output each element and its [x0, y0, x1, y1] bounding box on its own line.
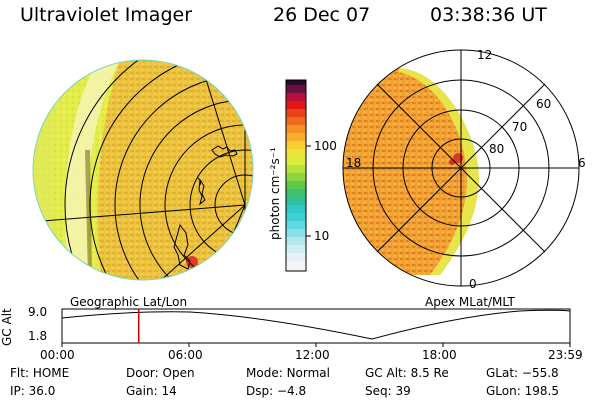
status-flt-value: HOME	[32, 366, 70, 380]
mlat-label-80: 80	[489, 142, 505, 156]
colorbar-unit-label: photon cm⁻²s⁻¹	[268, 147, 282, 240]
left-panel-caption: Geographic Lat/Lon	[70, 295, 188, 309]
status-glat-key: GLat:	[486, 366, 519, 380]
status-flt-key: Flt:	[10, 366, 29, 380]
status-flt: Flt: HOME	[10, 366, 69, 380]
status-glat-value: −55.8	[521, 366, 559, 380]
orbit-ytick-high: 9.0	[28, 305, 48, 319]
status-dsp-value: −4.8	[276, 384, 307, 398]
status-gain: Gain: 14	[126, 384, 177, 398]
mlt-label-12: 12	[477, 48, 493, 62]
time-label: 03:38:36 UT	[430, 4, 547, 26]
orbit-ylabel: GC Alt	[0, 308, 14, 346]
status-seq-value: 39	[395, 384, 411, 398]
status-glon-key: GLon:	[486, 384, 521, 398]
status-glon-value: 198.5	[524, 384, 559, 398]
status-mode: Mode: Normal	[246, 366, 330, 380]
status-gcalt-key: GC Alt:	[365, 366, 407, 380]
status-door-key: Door:	[126, 366, 159, 380]
mlt-label-18: 18	[346, 156, 362, 170]
app-title: Ultraviolet Imager	[20, 4, 193, 26]
right-panel-caption: Apex MLat/MLT	[425, 295, 515, 309]
colorbar-tick-10: 10	[314, 229, 330, 243]
orbit-plot	[61, 308, 571, 347]
status-ip-key: IP:	[10, 384, 25, 398]
polar-grid	[342, 49, 580, 287]
status-mode-key: Mode:	[246, 366, 283, 380]
status-glat: GLat: −55.8	[486, 366, 559, 380]
mlat-label-60: 60	[536, 97, 552, 111]
status-door-value: Open	[162, 366, 195, 380]
mlat-label-70: 70	[512, 120, 528, 134]
orbit-xtick-1200: 12:00	[295, 348, 330, 362]
status-gain-value: 14	[161, 384, 177, 398]
right-disk	[343, 68, 479, 275]
status-seq: Seq: 39	[365, 384, 411, 398]
orbit-xtick-2359: 23:59	[548, 348, 583, 362]
status-door: Door: Open	[126, 366, 195, 380]
date-label: 26 Dec 07	[273, 4, 371, 26]
status-seq-key: Seq:	[365, 384, 392, 398]
colorbar-tick-100: 100	[314, 139, 337, 153]
orbit-xtick-1800: 18:00	[422, 348, 457, 362]
status-glon: GLon: 198.5	[486, 384, 559, 398]
orbit-xtick-0000: 00:00	[40, 348, 75, 362]
orbit-ytick-low: 1.8	[28, 329, 48, 343]
colorbar	[285, 79, 311, 272]
status-dsp-key: Dsp:	[246, 384, 274, 398]
status-ip-value: 36.0	[28, 384, 56, 398]
status-dsp: Dsp: −4.8	[246, 384, 306, 398]
mlt-label-0: 0	[469, 277, 477, 291]
status-gcalt-value: 8.5 Re	[410, 366, 449, 380]
status-gcalt: GC Alt: 8.5 Re	[365, 366, 449, 380]
orbit-xtick-0600: 06:00	[168, 348, 203, 362]
status-gain-key: Gain:	[126, 384, 158, 398]
status-mode-value: Normal	[286, 366, 330, 380]
status-ip: IP: 36.0	[10, 384, 55, 398]
mlt-label-6: 6	[578, 156, 586, 170]
